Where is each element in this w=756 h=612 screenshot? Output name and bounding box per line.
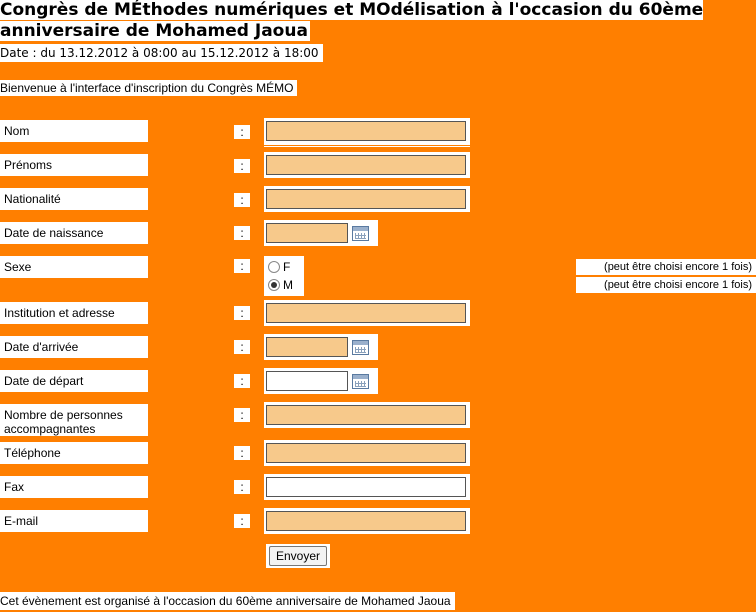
footer-text: Cet évènement est organisé à l'occasion … [0,592,455,610]
colon: : [234,340,250,354]
date-arrivee-field-wrap [264,334,378,360]
page-title: Congrès de MÉthodes numériques et MOdéli… [0,0,704,41]
date-naissance-input[interactable] [266,223,348,243]
label-nom: Nom [0,120,148,142]
calendar-icon[interactable] [352,226,369,241]
label-prenoms: Prénoms [0,154,148,176]
label-date-depart: Date de départ [0,370,148,392]
prenoms-field-wrap [264,152,470,178]
label-sexe: Sexe [0,256,148,278]
date-naissance-field-wrap [264,220,378,246]
label-telephone: Téléphone [0,442,148,464]
label-accompagnants: Nombre de personnes accompagnantes [0,404,148,436]
colon: : [234,193,250,207]
date-depart-field-wrap [264,368,378,394]
nom-input[interactable] [266,121,466,141]
nom-field-wrap [264,118,470,144]
colon: : [234,306,250,320]
welcome-text: Bienvenue à l'interface d'inscription du… [0,80,298,96]
fax-input[interactable] [266,477,466,497]
telephone-field-wrap [264,440,470,466]
colon: : [234,259,250,273]
radio-f[interactable] [268,261,280,273]
nationalite-field-wrap [264,186,470,212]
colon: : [234,480,250,494]
email-input[interactable] [266,511,466,531]
radio-option-f[interactable]: F [268,259,290,275]
submit-wrap: Envoyer [266,544,330,568]
radio-label-m: M [283,278,293,292]
colon: : [234,514,250,528]
calendar-icon[interactable] [352,374,369,389]
label-nationalite: Nationalité [0,188,148,210]
label-date-arrivee: Date d'arrivée [0,336,148,358]
colon: : [234,159,250,173]
label-email: E-mail [0,510,148,532]
sexe-note-f: (peut être choisi encore 1 fois) [576,259,756,275]
label-date-naissance: Date de naissance [0,222,148,244]
divider [264,144,470,148]
institution-field-wrap [264,300,470,326]
nationalite-input[interactable] [266,189,466,209]
colon: : [234,374,250,388]
calendar-icon[interactable] [352,340,369,355]
radio-m[interactable] [268,279,280,291]
date-arrivee-input[interactable] [266,337,348,357]
sexe-note-m: (peut être choisi encore 1 fois) [576,277,756,293]
accompagnants-field-wrap [264,402,470,428]
colon: : [234,125,250,139]
telephone-input[interactable] [266,443,466,463]
label-institution: Institution et adresse [0,302,148,324]
email-field-wrap [264,508,470,534]
label-fax: Fax [0,476,148,498]
prenoms-input[interactable] [266,155,466,175]
event-date: Date : du 13.12.2012 à 08:00 au 15.12.20… [0,44,323,62]
sexe-radio-group: F M [264,256,304,296]
colon: : [234,408,250,422]
institution-input[interactable] [266,303,466,323]
radio-label-f: F [283,260,291,274]
accompagnants-input[interactable] [266,405,466,425]
radio-option-m[interactable]: M [268,277,293,293]
date-depart-input[interactable] [266,371,348,391]
envoyer-button[interactable]: Envoyer [269,546,327,566]
colon: : [234,226,250,240]
colon: : [234,446,250,460]
fax-field-wrap [264,474,470,500]
